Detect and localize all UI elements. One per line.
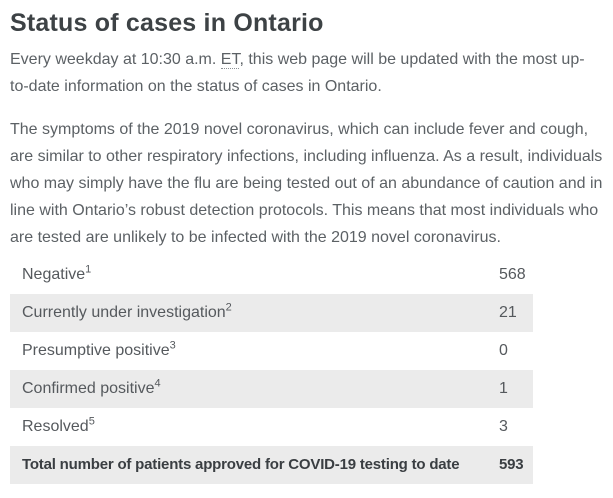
row-label-cell: Resolved5 [10, 408, 499, 446]
intro-text-after: , this web page will be updated with the… [10, 51, 585, 95]
intro-text-before: Every weekday at 10:30 a.m. [10, 51, 221, 68]
row-label: Confirmed positive [22, 380, 155, 397]
footnote-ref: 2 [225, 301, 232, 314]
table-row-under-investigation: Currently under investigation2 21 [10, 294, 533, 332]
row-label: Presumptive positive [22, 342, 170, 359]
row-value: 1 [499, 380, 508, 397]
timezone-abbr: ET [220, 51, 240, 69]
row-label: Negative [22, 266, 86, 283]
table-row-resolved: Resolved5 3 [10, 408, 533, 446]
footnote-ref: 4 [154, 377, 161, 390]
footnote-ref: 1 [85, 263, 92, 276]
row-label-cell: Total number of patients approved for CO… [10, 446, 499, 484]
row-label-cell: Presumptive positive3 [10, 332, 499, 370]
row-value: 21 [499, 304, 517, 321]
row-label-cell: Confirmed positive4 [10, 370, 499, 408]
row-value: 3 [499, 418, 508, 435]
table-row-presumptive-positive: Presumptive positive3 0 [10, 332, 533, 370]
row-label: Resolved [22, 418, 89, 435]
row-label: Total number of patients approved for CO… [22, 456, 460, 473]
footnote-ref: 3 [169, 339, 176, 352]
row-value: 568 [499, 266, 526, 283]
row-label-cell: Currently under investigation2 [10, 294, 499, 332]
symptoms-paragraph: The symptoms of the 2019 novel coronavir… [10, 121, 603, 246]
table-row-confirmed-positive: Confirmed positive4 1 [10, 370, 533, 408]
footnote-ref: 5 [88, 415, 95, 428]
table-row-negative: Negative1 568 [10, 256, 533, 294]
intro-paragraph: Every weekday at 10:30 a.m. ET, this web… [10, 46, 603, 100]
table-row-total: Total number of patients approved for CO… [10, 446, 533, 484]
row-value: 593 [499, 456, 524, 473]
row-label: Currently under investigation [22, 304, 226, 321]
row-value: 0 [499, 342, 508, 359]
row-label-cell: Negative1 [10, 256, 499, 294]
case-status-table: Negative1 568 Currently under investigat… [10, 256, 533, 484]
page-title: Status of cases in Ontario [10, 9, 324, 37]
page-container: Status of cases in Ontario Every weekday… [10, 9, 603, 484]
